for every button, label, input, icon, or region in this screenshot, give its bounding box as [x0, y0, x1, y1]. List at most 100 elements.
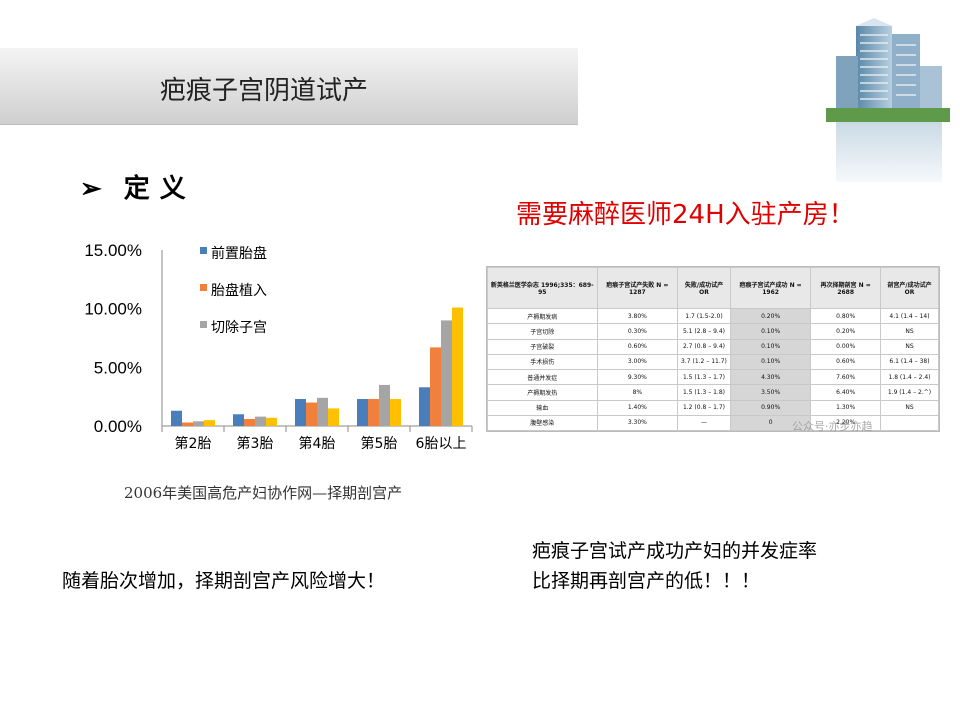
table-cell: 产褥期发病 — [487, 308, 598, 325]
y-tick-label: 0.00% — [94, 417, 142, 436]
right-note: 疤痕子宫试产成功产妇的并发症率 比择期再剖宫产的低！！！ — [532, 536, 817, 596]
table-cell: 0.80% — [810, 308, 881, 325]
bar-3 — [193, 421, 204, 426]
bar-1 — [295, 399, 306, 426]
anesthesiologist-note: 需要麻醉医师24H入驻产房！ — [516, 200, 855, 230]
bar-4 — [204, 420, 215, 426]
right-note-line-1: 疤痕子宫试产成功产妇的并发症率 — [532, 540, 818, 562]
table-cell: 0.10% — [729, 323, 812, 340]
table-row: 腹壁感染 3.30% —0 2.20% — [487, 414, 940, 432]
table-cell: 1.5 (1.3 – 1.8) — [677, 384, 731, 401]
bar-2 — [244, 418, 255, 426]
table-cell: 7.60% — [810, 369, 881, 386]
bar-1 — [419, 387, 430, 426]
x-category-label: 第3胎 — [237, 435, 274, 452]
bar-4 — [452, 307, 463, 426]
table-cell: 0.00% — [810, 338, 881, 355]
table-cell: 6.1 (1.4 – 38) — [879, 353, 940, 371]
bar-2 — [430, 347, 441, 426]
table-cell: 1.30% — [810, 399, 881, 416]
legend-label: 切除子宫 — [211, 320, 267, 336]
table-header-cell: 再次择期剖宫 N = 2688 — [810, 266, 881, 310]
table-cell: 0.10% — [729, 338, 812, 355]
table-cell: 0.60% — [596, 338, 679, 355]
bar-3 — [379, 384, 390, 426]
bar-2 — [182, 422, 193, 426]
table-cell: 8% — [596, 384, 679, 401]
table-body: 产褥期发病 3.80% 1.7 (1.5-2.0) 0.20% 0.80% 4.1 (1.… — [487, 308, 940, 432]
bar-3 — [441, 320, 452, 426]
table-cell: 0.30% — [596, 323, 679, 340]
legend-label: 胎盘植入 — [211, 282, 267, 299]
table-cell: 4.30% — [729, 369, 812, 386]
y-tick-label: 10.00% — [84, 300, 142, 319]
table-cell: 1.9 (1.4 – 2.^) — [879, 384, 940, 401]
legend-swatch — [200, 321, 207, 328]
table-cell: 3.00% — [596, 353, 679, 371]
table-cell: 2.7 (0.8 – 9.4) — [677, 338, 731, 355]
legend-label: 前置胎盘 — [211, 245, 267, 262]
table-cell: 3.7 (1.2 – 11.7) — [677, 353, 731, 371]
legend-swatch — [200, 247, 207, 254]
table-cell — [879, 414, 940, 432]
table-header-cell: 疤痕子宫试产成功 N = 1962 — [729, 266, 812, 310]
bar-4 — [328, 408, 339, 426]
table-cell: 3.50% — [729, 384, 812, 401]
table-cell: 0.20% — [810, 323, 881, 340]
table-cell: 1.40% — [596, 399, 679, 416]
bar-2 — [368, 399, 379, 426]
right-note-line-2: 比择期再剖宫产的低！！！ — [532, 570, 761, 592]
hospital-building-image — [826, 18, 950, 194]
table-cell: 子宫破裂 — [487, 338, 598, 355]
bar-1 — [171, 410, 182, 426]
table-cell: 2.20% — [810, 414, 881, 432]
nejm-table-image: 新英格兰医学杂志 1996;335：689-95 疤痕子宫试产失败 N = 12… — [486, 266, 940, 432]
table-row: 手术损伤 3.00% 3.7 (1.2 – 11.7) 0.10% 0.60% 6.1 (… — [487, 353, 940, 371]
x-category-label: 第5胎 — [361, 435, 398, 452]
table-cell: 产褥期发热 — [487, 384, 598, 401]
x-category-label: 6胎以上 — [416, 436, 467, 452]
definition-heading: ➢ 定义 — [80, 168, 196, 205]
table-row: 子宫破裂 0.60% 2.7 (0.8 – 9.4) 0.10% 0.00% NS — [487, 338, 940, 355]
table-header-cell: 疤痕子宫试产失败 N = 1287 — [596, 266, 679, 310]
watermark-text: 公众号·亦步亦趋 — [792, 420, 873, 433]
legend-swatch — [200, 284, 207, 291]
table-cell: 1.8 (1.4 – 2.4) — [879, 369, 940, 386]
table-cell: 0.10% — [729, 353, 812, 371]
x-category-label: 第2胎 — [175, 435, 212, 452]
table-cell: 0.20% — [729, 308, 812, 325]
table-cell: NS — [879, 338, 940, 355]
table-cell: 3.30% — [596, 414, 679, 432]
table-row: 产褥期发热 8% 1.5 (1.3 – 1.8) 3.50% 6.40% 1.9 (1.4… — [487, 384, 940, 401]
table-cell: NS — [879, 323, 940, 340]
bar-1 — [233, 414, 244, 426]
slide-title: 疤痕子宫阴道试产 — [160, 76, 369, 106]
table-cell: 9.30% — [596, 369, 679, 386]
bar-4 — [266, 417, 277, 426]
table-header-row: 新英格兰医学杂志 1996;335：689-95 疤痕子宫试产失败 N = 12… — [487, 266, 940, 310]
table-header-cell: 失败/成功试产OR — [677, 266, 731, 310]
title-bar — [0, 48, 578, 125]
bar-4 — [390, 399, 401, 426]
bar-3 — [317, 397, 328, 426]
chart-caption: 2006年美国高危产妇协作网—择期剖宫产 — [124, 484, 403, 502]
table-cell: 1.5 (1.3 – 1.7) — [677, 369, 731, 386]
table-cell: 0.60% — [810, 353, 881, 371]
table-cell: 0.90% — [729, 399, 812, 416]
table-cell: — — [677, 414, 731, 432]
left-note: 随着胎次增加，择期剖宫产风险增大！ — [62, 570, 386, 592]
table-cell: 输血 — [487, 399, 598, 416]
table-cell: 普通并发症 — [487, 369, 598, 386]
definition-label: 定义 — [123, 174, 196, 204]
table-cell: 4.1 (1.4 – 14) — [879, 308, 940, 325]
bar-1 — [357, 399, 368, 426]
y-tick-label: 5.00% — [94, 358, 142, 377]
table-cell: 1.2 (0.8 – 1.7) — [677, 399, 731, 416]
table-row: 输血 1.40% 1.2 (0.8 – 1.7) 0.90% 1.30% NS — [487, 399, 940, 416]
table-header-cell: 剖宫产/成功试产OR — [879, 266, 940, 310]
x-category-label: 第4胎 — [299, 435, 336, 452]
outcome-table: 新英格兰医学杂志 1996;335：689-95 疤痕子宫试产失败 N = 12… — [487, 266, 940, 432]
table-cell: 3.80% — [596, 308, 679, 325]
table-cell: 6.40% — [810, 384, 881, 401]
table-row: 产褥期发病 3.80% 1.7 (1.5-2.0) 0.20% 0.80% 4.1 (1.… — [487, 308, 940, 325]
